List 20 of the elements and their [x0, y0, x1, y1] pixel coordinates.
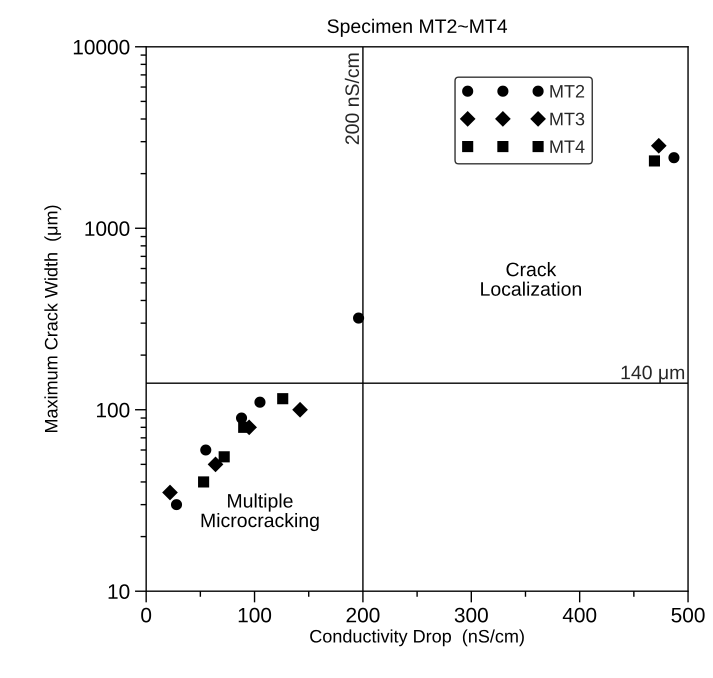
legend-label: MT3	[550, 112, 584, 126]
x-tick-label: 100	[238, 608, 272, 622]
y-tick-label: 1000	[85, 221, 130, 236]
y-tick-label: 10000	[74, 40, 130, 55]
legend-label: MT2	[550, 84, 584, 98]
x-tick-label: 0	[141, 608, 152, 622]
ref-line-label: 140 μm	[622, 366, 684, 383]
annotation: Multiple Microcracking	[202, 493, 319, 532]
x-axis-title: Conductivity Drop (nS/cm)	[310, 629, 524, 646]
annotation: Crack Localization	[481, 262, 581, 296]
ref-line-label: 200 nS/cm	[344, 54, 360, 144]
legend-label: MT4	[550, 140, 585, 153]
x-tick-label: 500	[672, 608, 705, 622]
y-tick-label: 100	[97, 402, 130, 418]
x-tick-label: 400	[562, 608, 596, 622]
chart-title: Specimen MT2~MT4	[327, 18, 508, 37]
x-tick-label: 300	[454, 608, 488, 622]
y-tick-label: 10	[108, 584, 130, 599]
y-axis-title: Maximum Crack Width (μm)	[44, 206, 62, 432]
x-tick-label: 200	[346, 608, 380, 622]
